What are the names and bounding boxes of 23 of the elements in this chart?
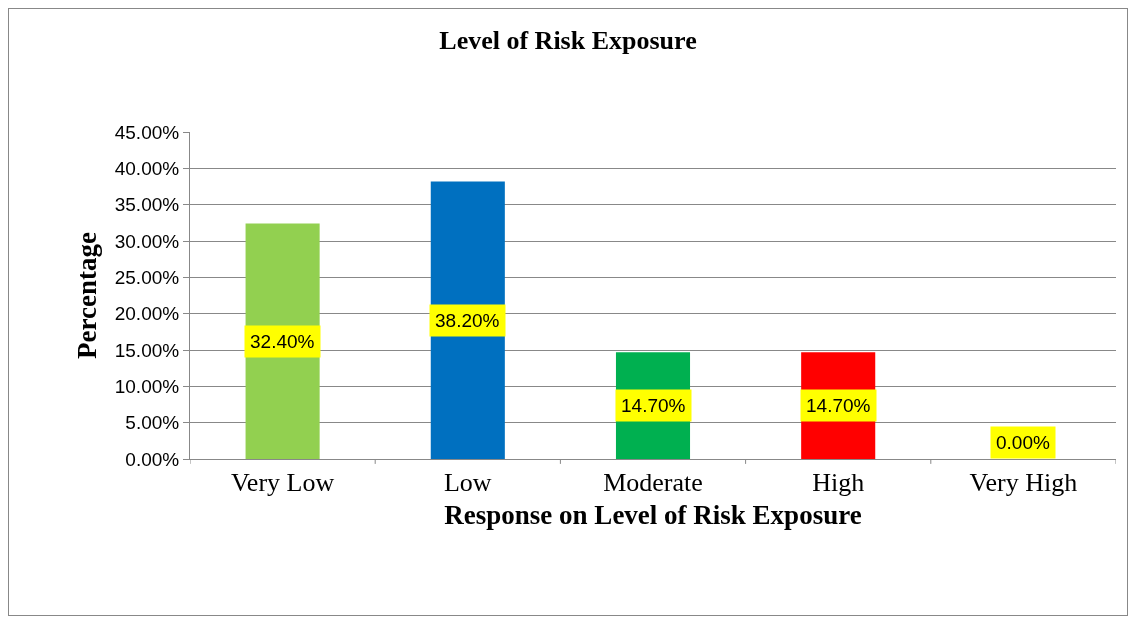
- y-tick-label: 40.00%: [114, 157, 180, 179]
- data-label: 14.70%: [806, 395, 871, 416]
- chart-title: Level of Risk Exposure: [439, 26, 697, 56]
- y-tick-label: 30.00%: [114, 230, 180, 252]
- y-tick-label: 5.00%: [125, 412, 180, 434]
- y-tick-label: 35.00%: [114, 194, 180, 216]
- y-tick-label: 25.00%: [114, 266, 180, 288]
- x-tick-label: Moderate: [603, 468, 703, 498]
- y-tick-label: 15.00%: [114, 339, 180, 361]
- data-label: 0.00%: [996, 432, 1050, 453]
- x-tick-label: High: [812, 468, 865, 498]
- x-tick-label: Low: [443, 468, 492, 498]
- y-tick-label: 0.00%: [125, 448, 180, 470]
- x-tick-label: Very Low: [230, 468, 335, 498]
- data-label: 38.20%: [435, 310, 500, 331]
- data-label: 14.70%: [621, 395, 686, 416]
- x-tick-label: Very High: [969, 468, 1078, 498]
- y-tick-label: 45.00%: [114, 121, 180, 143]
- y-tick-label: 10.00%: [114, 375, 180, 397]
- y-axis-title: Percentage: [71, 232, 102, 359]
- y-tick-label: 20.00%: [114, 303, 180, 325]
- x-axis-title: Response on Level of Risk Exposure: [444, 499, 862, 530]
- data-label: 32.40%: [250, 331, 315, 352]
